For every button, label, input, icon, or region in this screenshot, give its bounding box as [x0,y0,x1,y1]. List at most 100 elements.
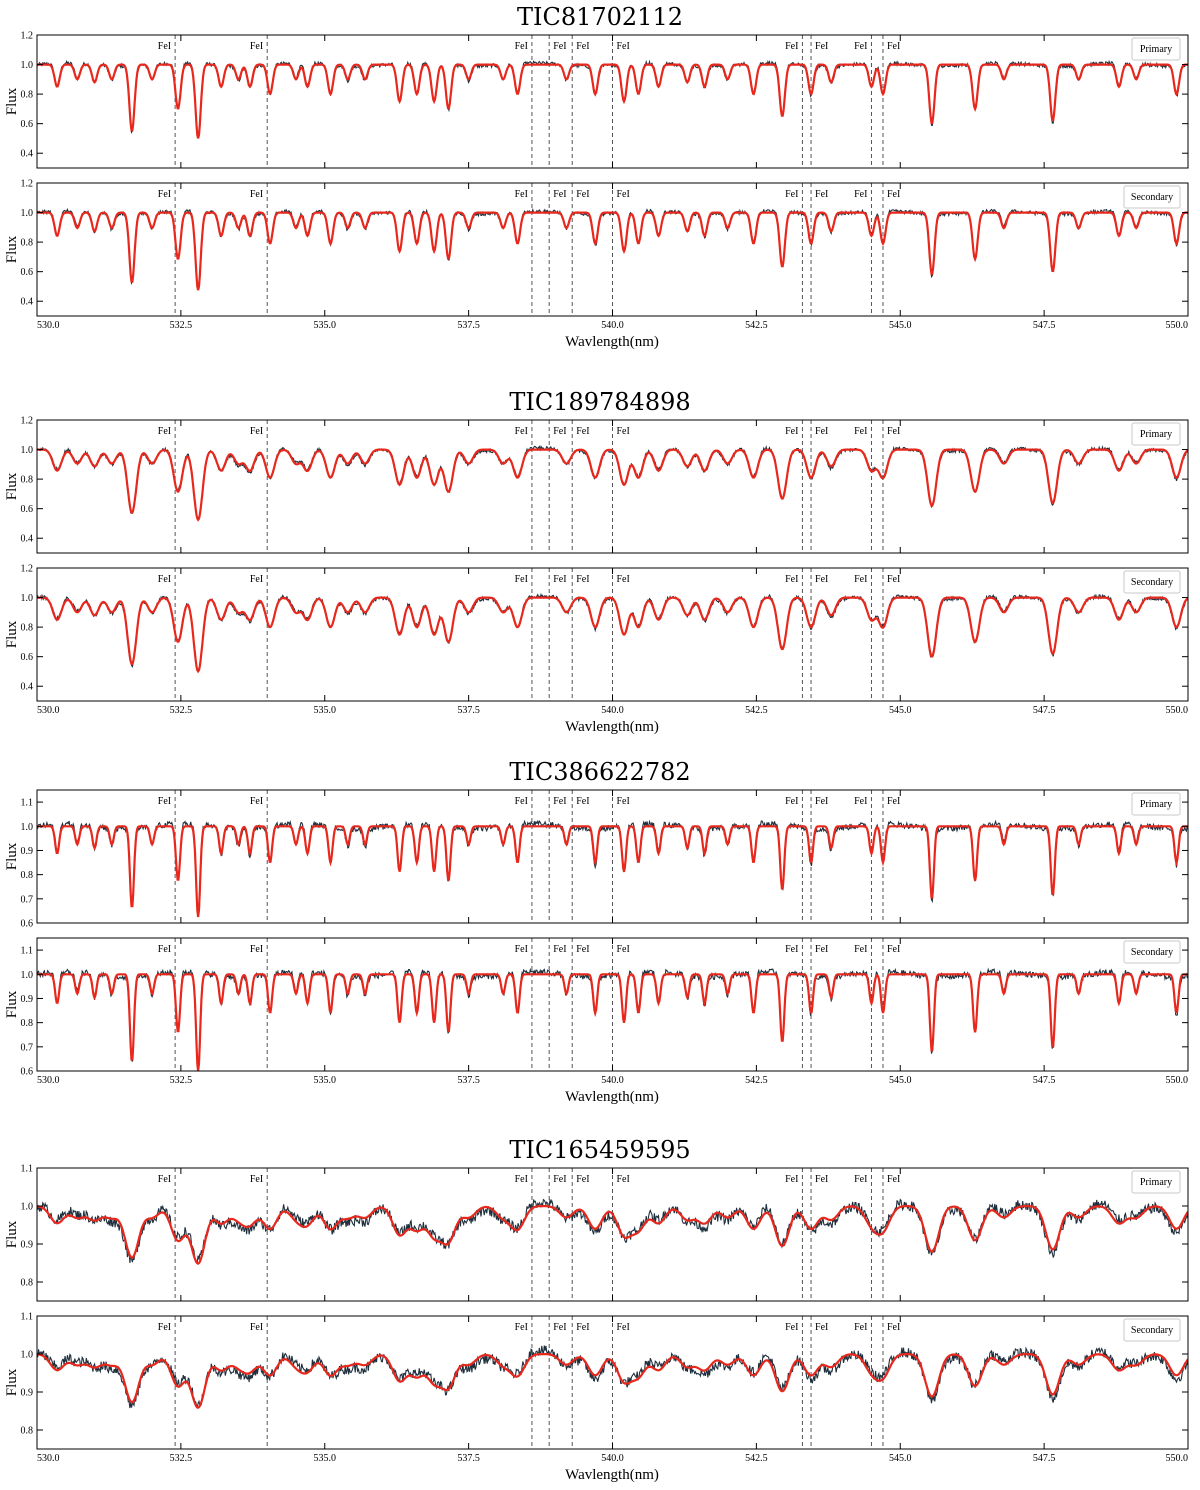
x-tick-label: 530.0 [37,320,60,331]
x-tick-label: 545.0 [889,1453,912,1464]
model-spectrum [37,825,1188,918]
legend-label: Secondary [1131,947,1173,958]
fei-label: FeI [250,426,263,437]
x-tick-label: 545.0 [889,1075,912,1086]
x-tick-label: 547.5 [1033,1453,1056,1464]
x-tick-label: 532.5 [170,1453,193,1464]
legend-box [1131,422,1181,446]
legend-box [1123,185,1181,209]
fei-label: FeI [158,1322,171,1333]
x-tick-label: 542.5 [745,705,768,716]
y-axis-label: Flux [4,620,20,648]
y-tick-label: 1.0 [21,60,34,71]
model-spectrum [37,596,1188,674]
y-tick-label: 0.8 [21,475,34,486]
fei-label: FeI [854,944,867,955]
x-tick-label: 545.0 [889,705,912,716]
fei-label: FeI [515,1174,528,1185]
y-tick-label: 0.8 [21,870,34,881]
fei-label: FeI [576,41,589,52]
fei-label: FeI [158,944,171,955]
x-axis-label: Wavlength(nm) [565,1467,659,1483]
fei-label: FeI [854,426,867,437]
x-tick-label: 540.0 [601,320,624,331]
x-tick-label: 535.0 [314,705,337,716]
x-tick-label: 535.0 [314,1075,337,1086]
fei-label: FeI [617,1174,630,1185]
fei-label: FeI [815,1322,828,1333]
y-tick-label: 1.0 [21,445,34,456]
fei-label: FeI [785,1174,798,1185]
fei-label: FeI [854,574,867,585]
fei-label: FeI [158,426,171,437]
y-axis-label: Flux [4,1220,20,1248]
model-spectrum [37,1353,1188,1409]
y-tick-label: 0.8 [21,1426,34,1437]
legend-label: Primary [1140,799,1172,810]
legend-box [1131,1170,1181,1194]
y-axis-label: Flux [4,235,20,263]
x-tick-label: 540.0 [601,1075,624,1086]
y-tick-label: 0.4 [21,682,34,693]
y-tick-label: 0.7 [21,1042,34,1053]
y-tick-label: 0.6 [21,919,34,930]
x-tick-label: 537.5 [457,705,480,716]
y-tick-label: 1.2 [21,31,34,42]
legend-label: Primary [1140,44,1172,55]
model-spectrum [37,448,1188,522]
fei-label: FeI [887,189,900,200]
fei-label: FeI [785,189,798,200]
legend-label: Primary [1140,429,1172,440]
y-tick-label: 0.9 [21,994,34,1005]
fei-label: FeI [887,426,900,437]
model-spectrum [37,63,1188,139]
y-tick-label: 0.8 [21,1278,34,1289]
star-title: TIC165459595 [509,1136,690,1164]
fei-label: FeI [576,426,589,437]
x-tick-label: 547.5 [1033,1075,1056,1086]
x-tick-label: 532.5 [170,1075,193,1086]
fei-label: FeI [515,189,528,200]
y-tick-label: 1.1 [21,1164,34,1175]
legend-label: Secondary [1131,1325,1173,1336]
y-axis-label: Flux [4,87,20,115]
fei-label: FeI [250,1174,263,1185]
observed-spectrum [37,967,1188,1071]
y-tick-label: 0.6 [21,267,34,278]
fei-label: FeI [815,796,828,807]
model-spectrum [37,973,1188,1071]
y-tick-label: 1.0 [21,822,34,833]
x-axis-label: Wavlength(nm) [565,1089,659,1105]
fei-label: FeI [158,41,171,52]
fei-label: FeI [576,944,589,955]
fei-label: FeI [617,189,630,200]
fei-label: FeI [617,944,630,955]
panel-secondary: FeI FeI FeI FeI FeI FeI FeI FeI FeI FeI 0.4 0.6 0.8 1… [4,564,1189,735]
fei-label: FeI [854,189,867,200]
x-tick-label: 532.5 [170,705,193,716]
x-axis-label: Wavlength(nm) [565,719,659,735]
x-tick-label: 542.5 [745,1453,768,1464]
fei-label: FeI [158,189,171,200]
y-tick-label: 0.8 [21,238,34,249]
panel-primary: FeI FeI FeI FeI FeI FeI FeI FeI FeI FeI 0.4 0.6 0.8 1… [4,416,1189,554]
y-axis-label: Flux [4,1368,20,1396]
fei-label: FeI [617,796,630,807]
fei-label: FeI [785,41,798,52]
y-tick-label: 0.8 [21,623,34,634]
x-tick-label: 540.0 [601,705,624,716]
fei-label: FeI [250,1322,263,1333]
y-tick-label: 1.0 [21,1202,34,1213]
x-tick-label: 550.0 [1166,320,1189,331]
legend-box [1123,1318,1181,1342]
fei-label: FeI [815,426,828,437]
fei-label: FeI [553,426,566,437]
fei-label: FeI [617,426,630,437]
fei-label: FeI [515,796,528,807]
fei-label: FeI [815,41,828,52]
panel-primary: FeI FeI FeI FeI FeI FeI FeI FeI FeI FeI 0.6 0.7 0.8 0… [4,789,1189,930]
